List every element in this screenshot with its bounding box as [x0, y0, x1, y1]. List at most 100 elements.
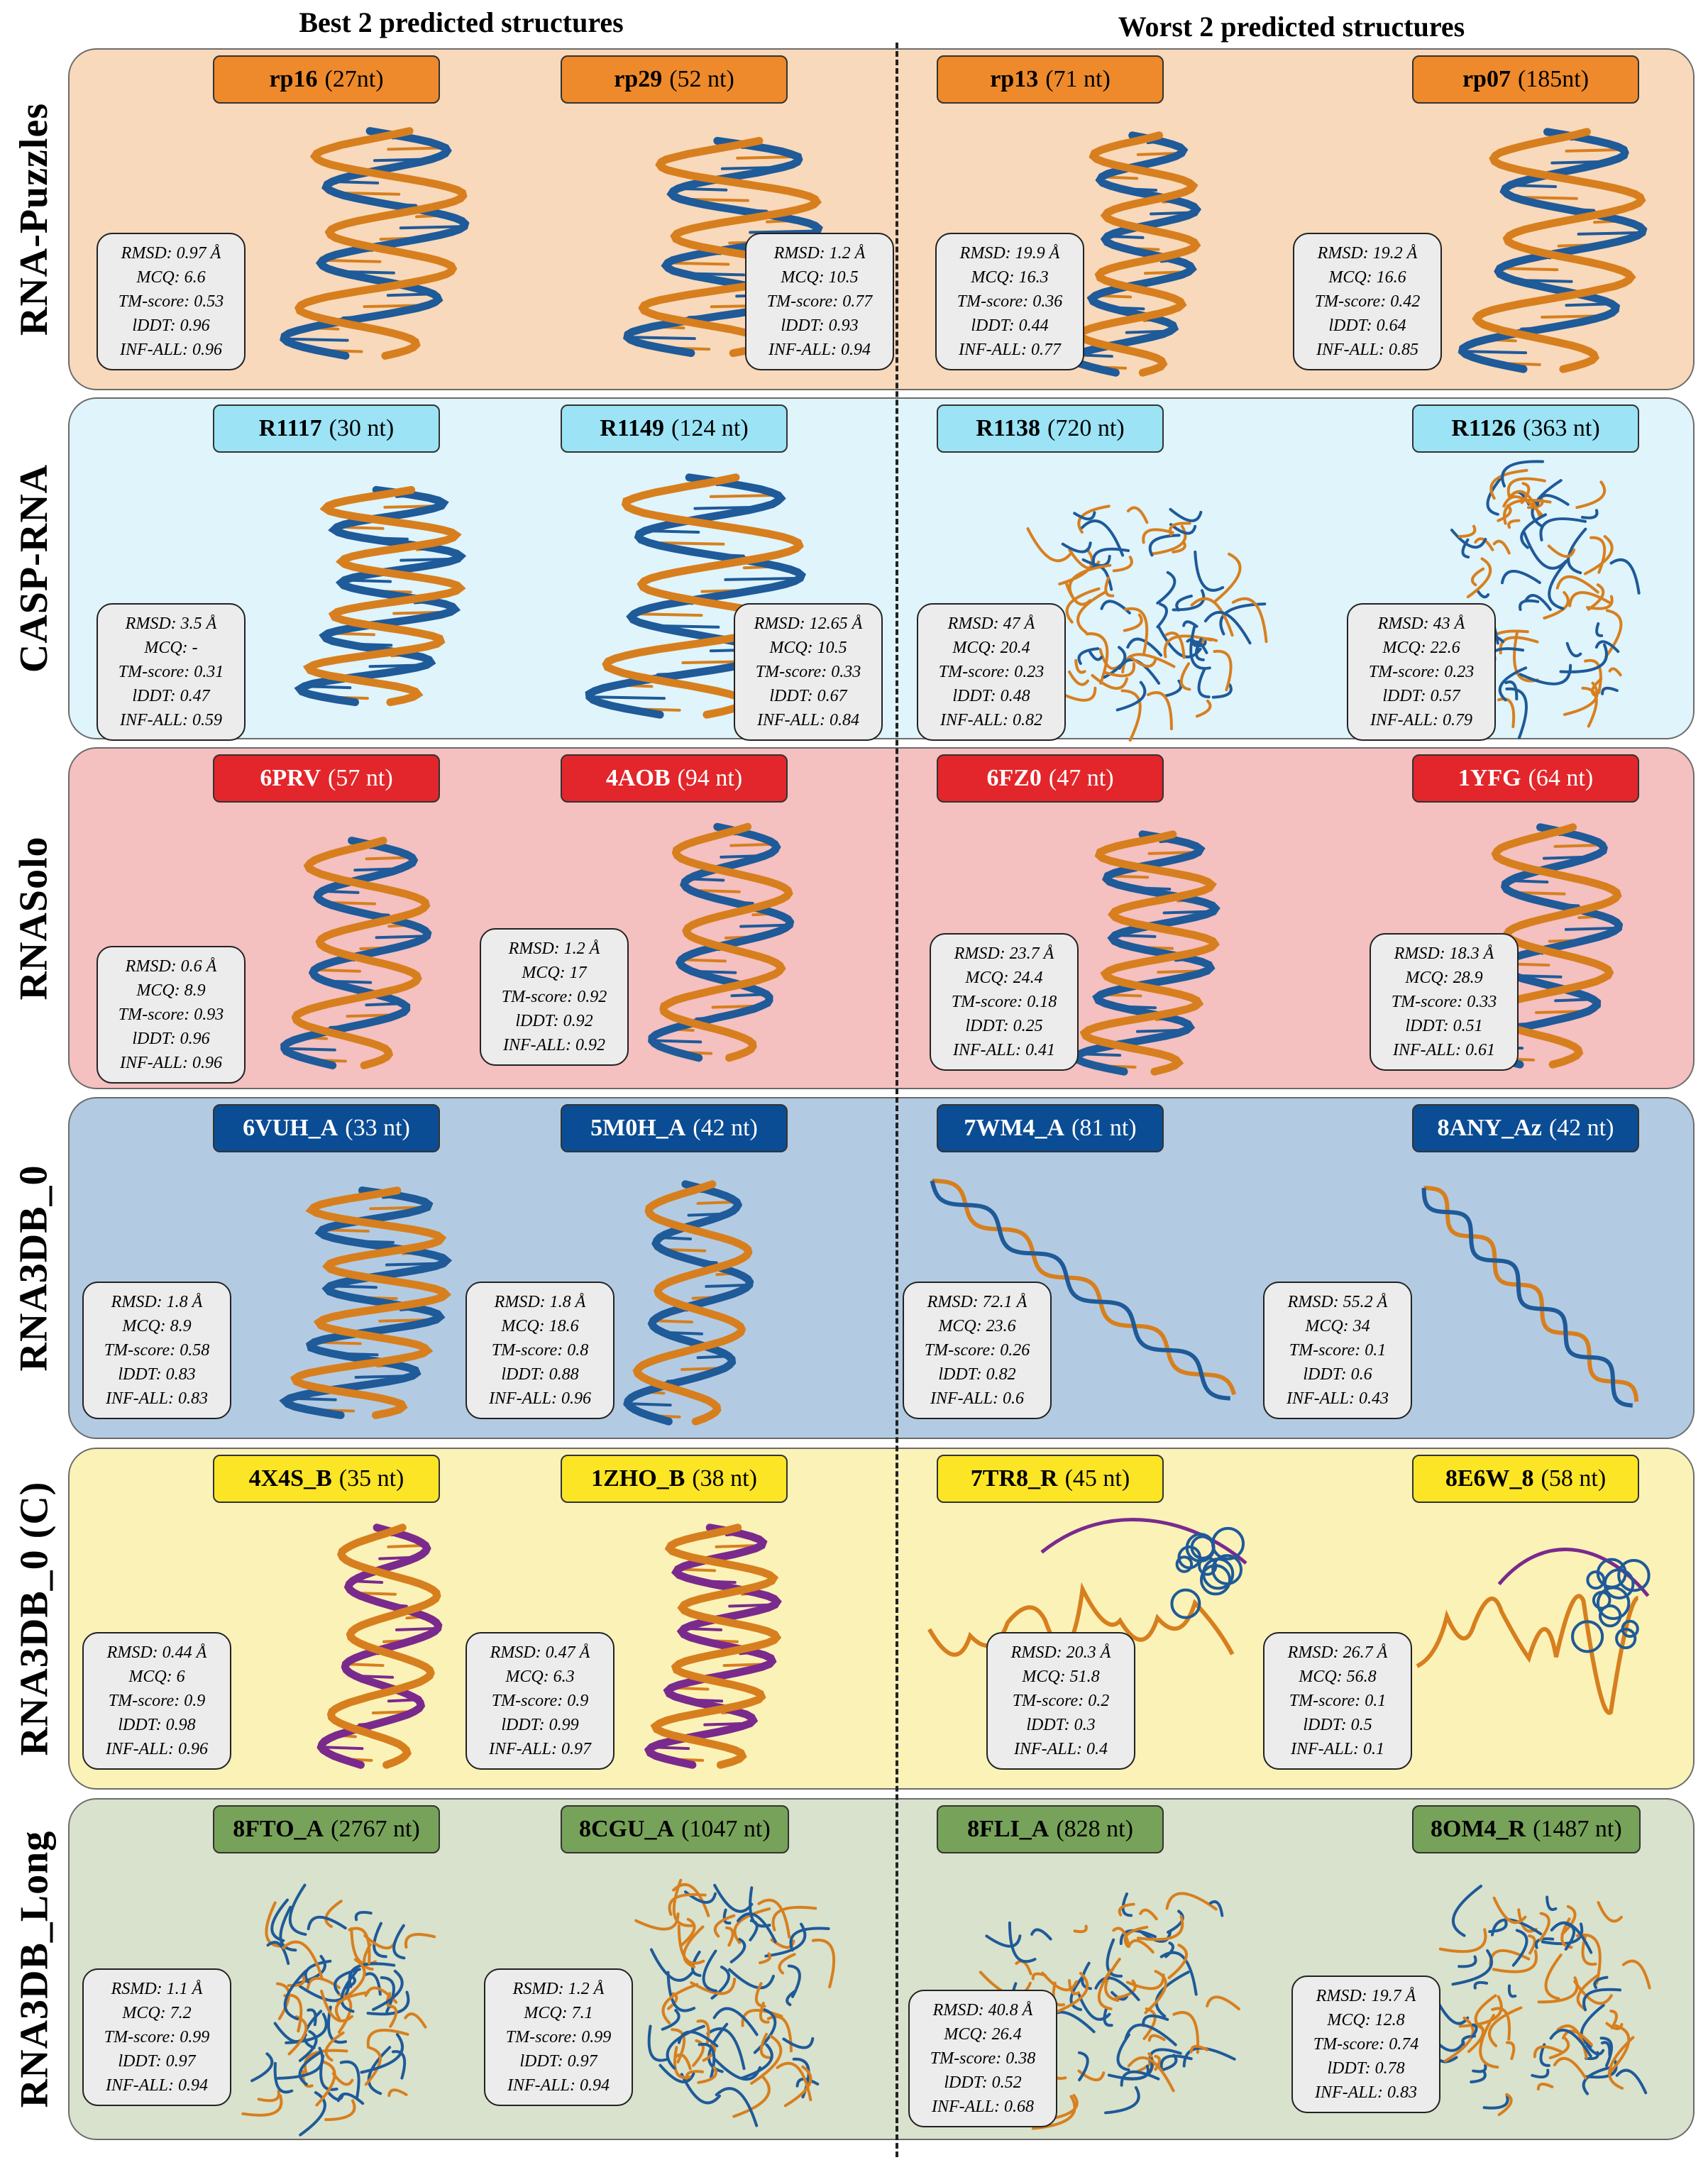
metric-line: INF-ALL: 0.84	[757, 711, 859, 729]
structure-id: 1YFG	[1458, 765, 1521, 791]
structure-superposition-image	[298, 1511, 454, 1781]
structure-id-tag: 8E6W_8 (58 nt)	[1412, 1455, 1639, 1503]
metric-line: TM-score: 0.74	[1313, 2035, 1419, 2054]
metrics-box: RMSD: 18.3 Å MCQ: 28.9 TM-score: 0.33 lDDT:…	[1370, 933, 1519, 1071]
structure-superposition-image	[632, 1862, 852, 2127]
metric-line: TM-score: 0.26	[924, 1341, 1030, 1360]
metric-line: lDDT: 0.78	[1327, 2059, 1405, 2078]
metric-line: MCQ: 6.6	[136, 268, 206, 287]
metric-line: TM-score: 0.58	[104, 1341, 210, 1360]
metric-line: lDDT: 0.3	[1026, 1716, 1096, 1734]
structure-id: 8FLI_A	[967, 1816, 1049, 1842]
metric-line: INF-ALL: 0.94	[768, 341, 871, 359]
structure-superposition-image	[915, 1154, 1249, 1423]
metric-line: MCQ: 51.8	[1022, 1668, 1100, 1686]
row-label-text: RNA3DB_0	[12, 1164, 56, 1372]
structure-id: rp16	[269, 66, 318, 92]
structure-id-tag: 8CGU_A (1047 nt)	[561, 1805, 789, 1853]
metrics-box: RMSD: 1.8 Å MCQ: 8.9 TM-score: 0.58 lDDT: 0…	[82, 1282, 231, 1419]
metric-line: lDDT: 0.67	[769, 687, 847, 705]
metric-line: INF-ALL: 0.79	[1370, 711, 1472, 729]
metric-line: lDDT: 0.6	[1303, 1365, 1372, 1384]
metric-line: lDDT: 0.64	[1328, 316, 1406, 335]
metric-line: MCQ: 26.4	[944, 2025, 1022, 2044]
metric-line: TM-score: 0.8	[491, 1341, 589, 1360]
metric-line: TM-score: 0.9	[108, 1692, 206, 1710]
metric-line: RMSD: 47 Å	[947, 615, 1035, 633]
metric-line: RSMD: 1.2 Å	[512, 1980, 605, 1998]
metric-line: MCQ: 23.6	[938, 1317, 1016, 1335]
metrics-box: RMSD: 0.44 Å MCQ: 6 TM-score: 0.9 lDDT: 0.9…	[82, 1632, 231, 1770]
structure-length: (58 nt)	[1541, 1465, 1607, 1492]
structure-length: (64 nt)	[1528, 765, 1594, 791]
metric-line: INF-ALL: 0.68	[932, 2098, 1034, 2116]
metric-line: RMSD: 1.2 Å	[508, 940, 600, 958]
structure-length: (45 nt)	[1064, 1465, 1130, 1492]
metric-line: MCQ: 6.3	[505, 1668, 575, 1686]
metric-line: RMSD: 1.8 Å	[494, 1293, 586, 1311]
metric-line: lDDT: 0.92	[515, 1012, 593, 1030]
structure-length: (30 nt)	[329, 415, 395, 441]
metrics-box: RSMD: 1.1 Å MCQ: 7.2 TM-score: 0.99 lDDT: 0…	[82, 1968, 231, 2106]
metric-line: RMSD: 40.8 Å	[932, 2001, 1033, 2020]
metric-line: RMSD: 19.2 Å	[1317, 244, 1418, 263]
structure-id-tag: 7WM4_A (81 nt)	[937, 1104, 1164, 1152]
metric-line: lDDT: 0.82	[938, 1365, 1016, 1384]
metric-line: RMSD: 55.2 Å	[1287, 1293, 1388, 1311]
structure-id: 4X4S_B	[248, 1465, 332, 1492]
metric-line: INF-ALL: 0.6	[930, 1389, 1024, 1408]
metric-line: INF-ALL: 0.4	[1014, 1740, 1108, 1758]
metric-line: MCQ: 16.3	[971, 268, 1049, 287]
row-label-text: RNA3DB_0 (C)	[12, 1481, 57, 1756]
metric-line: RMSD: 18.3 Å	[1394, 944, 1494, 963]
structure-id: 7WM4_A	[964, 1115, 1065, 1141]
metric-line: TM-score: 0.23	[938, 663, 1045, 681]
structure-id-tag: R1149 (124 nt)	[561, 404, 788, 453]
worst-structures-header: Worst 2 predicted structures	[1118, 11, 1465, 43]
structure-length: (35 nt)	[338, 1465, 404, 1492]
structure-id-tag: R1117 (30 nt)	[213, 404, 440, 453]
row-label: CASP-RNA	[0, 397, 68, 739]
structure-id-tag: R1138 (720 nt)	[937, 404, 1164, 453]
metric-line: MCQ: 28.9	[1405, 969, 1483, 987]
structure-id: 8E6W_8	[1445, 1465, 1534, 1492]
structure-id-tag: 1YFG (64 nt)	[1412, 754, 1639, 803]
metric-line: lDDT: 0.51	[1405, 1017, 1483, 1035]
metric-line: TM-score: 0.77	[766, 292, 873, 311]
metric-line: INF-ALL: 0.43	[1286, 1389, 1389, 1408]
metrics-box: RMSD: 40.8 Å MCQ: 26.4 TM-score: 0.38 lDDT:…	[908, 1990, 1057, 2127]
metric-line: lDDT: 0.98	[118, 1716, 196, 1734]
metric-line: lDDT: 0.44	[971, 316, 1049, 335]
structure-superposition-image	[1026, 483, 1270, 742]
structure-length: (42 nt)	[693, 1115, 758, 1141]
structure-id: 6FZ0	[986, 765, 1042, 791]
structure-length: (38 nt)	[692, 1465, 757, 1492]
metric-line: TM-score: 0.1	[1289, 1341, 1387, 1360]
structure-id-tag: 4X4S_B (35 nt)	[213, 1455, 440, 1503]
metric-line: lDDT: 0.52	[944, 2073, 1022, 2092]
structure-id: 8OM4_R	[1431, 1816, 1526, 1842]
structure-id: R1126	[1451, 415, 1516, 441]
metrics-box: RMSD: 20.3 Å MCQ: 51.8 TM-score: 0.2 lDDT: …	[986, 1632, 1135, 1770]
structure-superposition-image	[1050, 818, 1235, 1088]
metric-line: RMSD: 1.2 Å	[773, 244, 866, 263]
structure-id-tag: rp29 (52 nt)	[561, 55, 788, 104]
structure-id-tag: R1126 (363 nt)	[1412, 404, 1639, 453]
metric-line: TM-score: 0.99	[104, 2028, 210, 2046]
structure-id: 8ANY_Az	[1437, 1115, 1542, 1141]
metric-line: MCQ: 16.6	[1328, 268, 1406, 287]
metric-line: INF-ALL: 0.97	[489, 1740, 591, 1758]
metrics-box: RMSD: 19.9 Å MCQ: 16.3 TM-score: 0.36 lDDT:…	[935, 233, 1084, 370]
structure-id-tag: 6PRV (57 nt)	[213, 754, 440, 803]
metric-line: lDDT: 0.57	[1382, 687, 1460, 705]
structure-id-tag: rp13 (71 nt)	[937, 55, 1164, 104]
structure-id: 5M0H_A	[590, 1115, 686, 1141]
metric-line: MCQ: 8.9	[136, 981, 206, 1000]
row-label: RNA3DB_0 (C)	[0, 1448, 68, 1790]
metrics-box: RMSD: 43 Å MCQ: 22.6 TM-score: 0.23 lDDT: 0…	[1347, 603, 1496, 741]
metric-line: RMSD: 0.47 Å	[490, 1643, 590, 1662]
metric-line: INF-ALL: 0.96	[120, 1054, 222, 1072]
metric-line: TM-score: 0.38	[930, 2049, 1036, 2068]
metric-line: RMSD: 72.1 Å	[927, 1293, 1027, 1311]
metrics-box: RMSD: 1.8 Å MCQ: 18.6 TM-score: 0.8 lDDT: 0…	[465, 1282, 615, 1419]
